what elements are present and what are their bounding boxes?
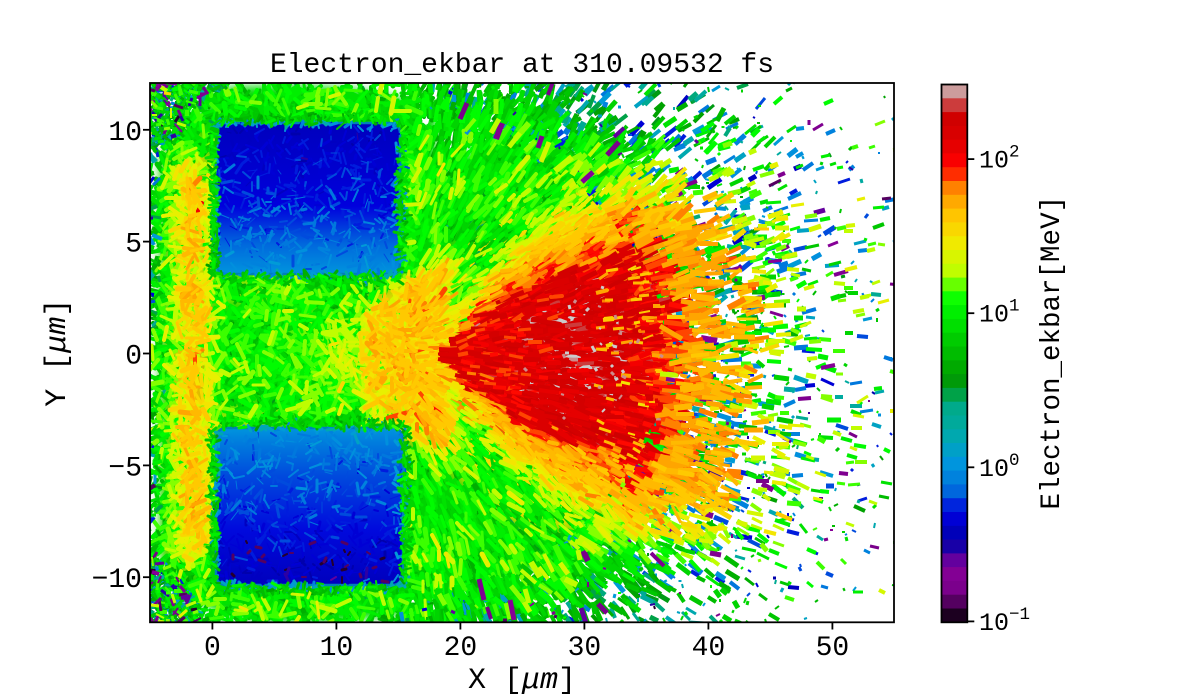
svg-text:Electron_ekbar[MeV]: Electron_ekbar[MeV] bbox=[1037, 196, 1068, 510]
svg-text:30: 30 bbox=[568, 633, 602, 664]
svg-text:20: 20 bbox=[444, 633, 478, 664]
svg-text:X [μm]: X [μm] bbox=[468, 664, 576, 698]
svg-text:−10: −10 bbox=[92, 565, 142, 596]
svg-text:5: 5 bbox=[125, 230, 142, 261]
svg-text:0: 0 bbox=[204, 633, 221, 664]
svg-text:50: 50 bbox=[816, 633, 850, 664]
svg-text:Electron_ekbar at 310.09532 fs: Electron_ekbar at 310.09532 fs bbox=[270, 50, 774, 81]
svg-text:Y [μm]: Y [μm] bbox=[41, 299, 75, 407]
svg-text:10: 10 bbox=[320, 633, 354, 664]
svg-text:0: 0 bbox=[125, 342, 142, 373]
svg-text:40: 40 bbox=[692, 633, 726, 664]
svg-text:−5: −5 bbox=[108, 453, 142, 484]
svg-text:10: 10 bbox=[108, 118, 142, 149]
